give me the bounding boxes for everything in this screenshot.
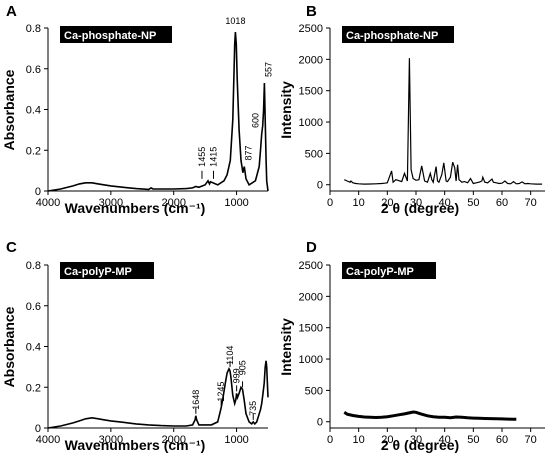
x-tick-label: 0 [327,434,333,446]
y-tick-label: 0 [317,417,323,429]
x-tick-label: 30 [410,197,422,209]
x-tick-label: 30 [410,434,422,446]
x-tick-label: 70 [525,197,537,209]
y-tick-label: 0.6 [26,64,41,76]
x-tick-label: 1000 [224,197,248,209]
x-tick-label: 20 [381,434,393,446]
x-tick-label: 70 [525,434,537,446]
y-tick-label: 500 [305,148,323,160]
y-tick-label: 1000 [299,354,323,366]
peak-label: 1245 [216,382,226,402]
sample-badge: Ca-phosphate-NP [346,30,438,42]
x-tick-label: 3000 [99,197,123,209]
y-tick-label: 2500 [299,23,323,35]
x-tick-label: 20 [381,197,393,209]
peak-label: 1104 [225,346,235,365]
panel-letter: B [306,3,317,20]
panel-letter: A [6,3,17,20]
y-tick-label: 1000 [299,117,323,129]
x-tick-label: 10 [353,434,365,446]
series-line [47,32,269,192]
peak-label: 1455 [197,147,207,167]
x-tick-label: 3000 [99,434,123,446]
peak-label: 1648 [191,390,201,410]
x-tick-label: 0 [327,197,333,209]
y-tick-label: 0.8 [26,23,41,35]
x-axis-label: Wavenumbers (cm⁻¹) [65,437,206,453]
x-axis-label: 2 θ (degree) [381,200,459,216]
x-tick-label: 2000 [161,434,185,446]
y-tick-label: 0 [35,186,41,198]
panel-d: D Ca-polyP-MP 0 10 20 30 40 50 60 70 0 500 1000 150… [278,239,545,453]
x-tick-label: 4000 [36,197,60,209]
peak-label: 600 [251,113,261,128]
series-line [47,360,269,429]
y-tick-label: 0.6 [26,301,41,313]
peak-label: 557 [263,62,273,77]
sample-badge-bg [60,26,172,43]
y-tick-label: 0.4 [26,105,41,117]
panel-a: A Ca-phosphate-NP 4000 3000 2000 1000 0 0.2 0.… [1,3,273,216]
y-tick-label: 0.2 [26,145,41,157]
peak-label: 1415 [208,147,218,167]
peak-label: 1018 [225,16,245,26]
sample-badge: Ca-polyP-MP [346,266,414,278]
y-tick-label: 2000 [299,54,323,66]
series-line [344,58,543,185]
y-axis-label: Absorbance [1,306,17,387]
panel-letter: C [6,239,17,256]
sample-badge: Ca-phosphate-NP [64,30,156,42]
panel-letter: D [306,239,317,256]
y-tick-label: 0 [317,180,323,192]
x-axis-label: 2 θ (degree) [381,437,459,453]
y-tick-label: 1500 [299,323,323,335]
peak-label: 877 [243,146,253,161]
series-line [343,410,517,421]
panel-b: B Ca-phosphate-NP 0 10 20 30 40 50 60 70 0 500 100… [278,3,545,216]
sample-badge-bg [60,262,154,279]
y-tick-label: 0 [35,423,41,435]
sample-badge: Ca-polyP-MP [64,266,132,278]
y-tick-label: 1500 [299,86,323,98]
y-axis-label: Intensity [278,318,294,376]
y-tick-label: 2500 [299,260,323,272]
x-tick-label: 10 [353,197,365,209]
y-tick-label: 2000 [299,291,323,303]
y-tick-label: 0.2 [26,382,41,394]
y-tick-label: 0.8 [26,260,41,272]
peak-label: 905 [238,360,248,375]
x-tick-label: 60 [496,197,508,209]
sample-badge-bg [342,262,436,279]
x-tick-label: 2000 [161,197,185,209]
peak-label: 735 [248,401,258,416]
y-axis-label: Absorbance [1,69,17,150]
x-tick-label: 40 [439,197,451,209]
x-tick-label: 4000 [36,434,60,446]
x-tick-label: 50 [467,197,479,209]
y-axis-label: Intensity [278,81,294,139]
y-tick-label: 0.4 [26,342,41,354]
peak-label: 999 [232,368,242,383]
x-tick-label: 60 [496,434,508,446]
x-tick-label: 40 [439,434,451,446]
x-tick-label: 50 [467,434,479,446]
y-tick-label: 500 [305,385,323,397]
panel-c: C Ca-polyP-MP 4000 3000 2000 1000 0 0.2 0.4 0.6… [1,239,269,453]
sample-badge-bg [342,26,454,43]
x-axis-label: Wavenumbers (cm⁻¹) [65,200,206,216]
x-tick-label: 1000 [224,434,248,446]
